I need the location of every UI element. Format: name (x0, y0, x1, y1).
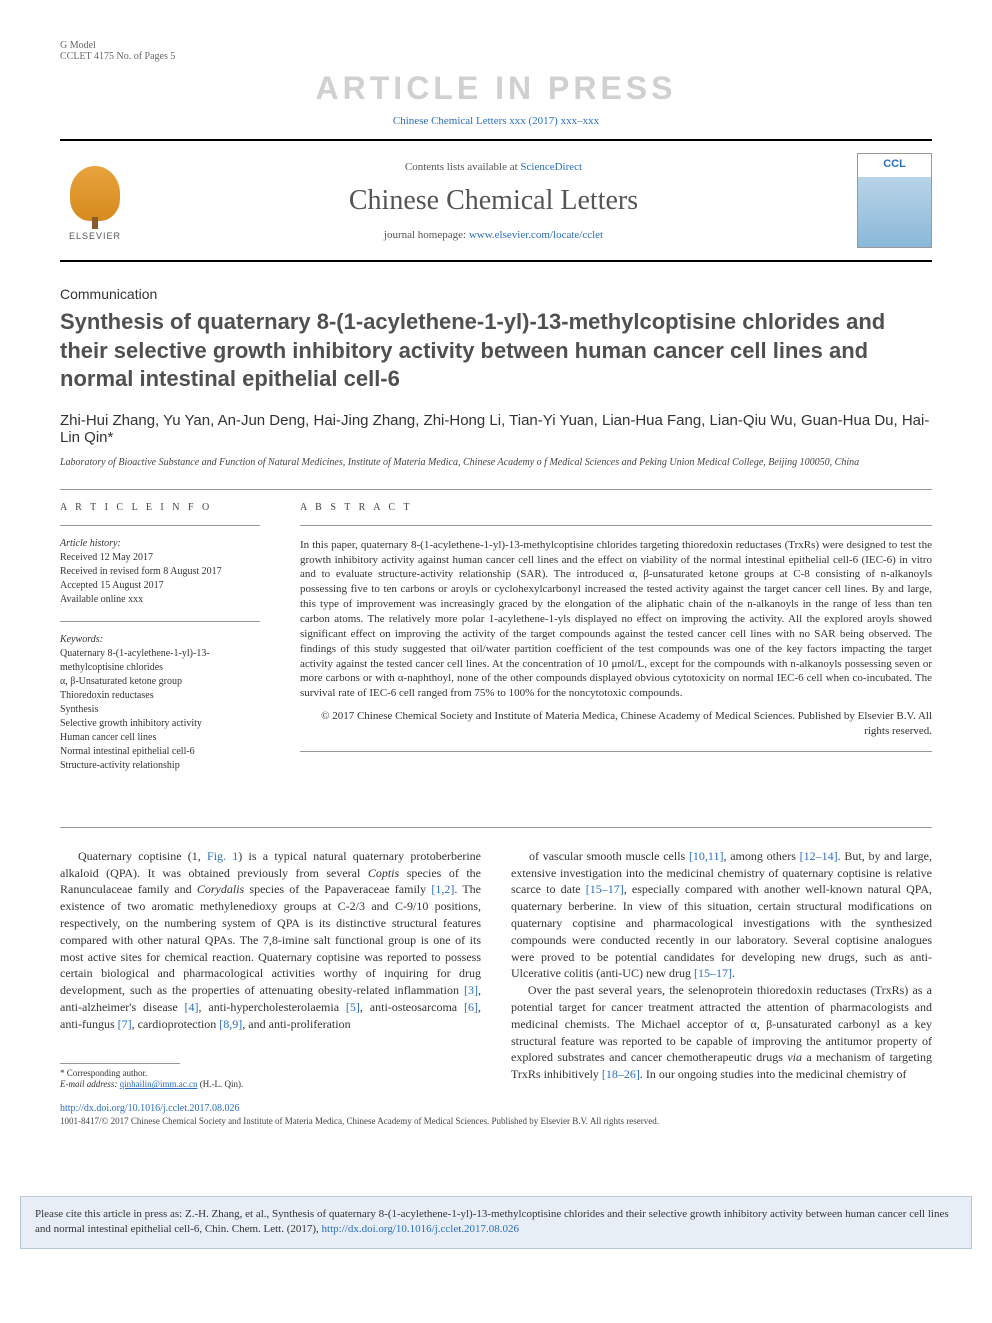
elsevier-label: ELSEVIER (69, 231, 121, 241)
contents-line: Contents lists available at ScienceDirec… (150, 161, 837, 173)
body-columns: Quaternary coptisine (1, Fig. 1) is a ty… (60, 827, 932, 1091)
journal-name: Chinese Chemical Letters (150, 185, 837, 217)
g-model-header: G Model CCLET 4175 No. of Pages 5 (60, 40, 932, 62)
body-paragraph: Quaternary coptisine (1, Fig. 1) is a ty… (60, 848, 481, 1033)
footnote-separator (60, 1063, 180, 1064)
keyword: Synthesis (60, 703, 260, 717)
divider (60, 525, 260, 526)
keywords-label: Keywords: (60, 634, 260, 645)
footnote: * Corresponding author. E-mail address: … (60, 1068, 481, 1091)
info-abstract-row: A R T I C L E I N F O Article history: R… (60, 502, 932, 787)
contents-prefix: Contents lists available at (405, 161, 520, 173)
elsevier-tree-icon (70, 166, 120, 221)
abstract-column: A B S T R A C T In this paper, quaternar… (300, 502, 932, 787)
divider (60, 489, 932, 490)
affiliation: Laboratory of Bioactive Substance and Fu… (60, 456, 932, 469)
keyword: Structure-activity relationship (60, 759, 260, 773)
keyword: α, β-Unsaturated ketone group (60, 675, 260, 689)
divider (300, 751, 932, 752)
email-link[interactable]: qinhailin@imm.ac.cn (120, 1079, 198, 1089)
history-item: Available online xxx (60, 593, 260, 607)
email-name: (H.-L. Qin). (200, 1079, 244, 1089)
homepage-prefix: journal homepage: (384, 229, 469, 241)
header-center: Contents lists available at ScienceDirec… (150, 161, 837, 241)
journal-header: ELSEVIER Contents lists available at Sci… (60, 139, 932, 262)
keywords: Keywords: Quaternary 8-(1-acylethene-1-y… (60, 634, 260, 773)
bottom-copyright: 1001-8417/© 2017 Chinese Chemical Societ… (60, 1116, 932, 1126)
page: G Model CCLET 4175 No. of Pages 5 ARTICL… (0, 0, 992, 1166)
history-item: Received in revised form 8 August 2017 (60, 565, 260, 579)
abstract-heading: A B S T R A C T (300, 502, 932, 513)
divider (60, 621, 260, 622)
elsevier-logo: ELSEVIER (60, 161, 130, 241)
article-title: Synthesis of quaternary 8-(1-acylethene-… (60, 308, 932, 394)
body-column-right: of vascular smooth muscle cells [10,11],… (511, 848, 932, 1091)
article-info: A R T I C L E I N F O Article history: R… (60, 502, 260, 787)
email-label: E-mail address: (60, 1079, 117, 1089)
keyword: Quaternary 8-(1-acylethene-1-yl)-13-meth… (60, 647, 260, 675)
authors: Zhi-Hui Zhang, Yu Yan, An-Jun Deng, Hai-… (60, 412, 932, 446)
cite-doi-link[interactable]: http://dx.doi.org/10.1016/j.cclet.2017.0… (322, 1223, 519, 1235)
article-info-heading: A R T I C L E I N F O (60, 502, 260, 513)
cite-box: Please cite this article in press as: Z.… (20, 1196, 972, 1249)
history-label: Article history: (60, 538, 260, 549)
body-column-left: Quaternary coptisine (1, Fig. 1) is a ty… (60, 848, 481, 1091)
body-paragraph: of vascular smooth muscle cells [10,11],… (511, 848, 932, 1083)
divider (300, 525, 932, 526)
email-line: E-mail address: qinhailin@imm.ac.cn (H.-… (60, 1079, 481, 1091)
abstract-copyright: © 2017 Chinese Chemical Society and Inst… (300, 709, 932, 739)
article-type: Communication (60, 286, 932, 302)
history-item: Received 12 May 2017 (60, 551, 260, 565)
g-model-line1: G Model (60, 40, 932, 51)
article-history: Article history: Received 12 May 2017 Re… (60, 538, 260, 607)
doi-link[interactable]: http://dx.doi.org/10.1016/j.cclet.2017.0… (60, 1103, 240, 1114)
citation-top: Chinese Chemical Letters xxx (2017) xxx–… (60, 115, 932, 127)
corresponding-author: * Corresponding author. (60, 1068, 481, 1080)
sciencedirect-link[interactable]: ScienceDirect (520, 161, 582, 173)
history-item: Accepted 15 August 2017 (60, 579, 260, 593)
abstract-text: In this paper, quaternary 8-(1-acylethen… (300, 538, 932, 701)
g-model-line2: CCLET 4175 No. of Pages 5 (60, 51, 932, 62)
journal-cover-thumbnail (857, 153, 932, 248)
homepage-line: journal homepage: www.elsevier.com/locat… (150, 229, 837, 241)
keyword: Thioredoxin reductases (60, 689, 260, 703)
doi-line: http://dx.doi.org/10.1016/j.cclet.2017.0… (60, 1103, 932, 1114)
keyword: Human cancer cell lines (60, 731, 260, 745)
homepage-link[interactable]: www.elsevier.com/locate/cclet (469, 229, 603, 241)
article-in-press-watermark: ARTICLE IN PRESS (60, 70, 932, 107)
keyword: Selective growth inhibitory activity (60, 717, 260, 731)
keyword: Normal intestinal epithelial cell-6 (60, 745, 260, 759)
